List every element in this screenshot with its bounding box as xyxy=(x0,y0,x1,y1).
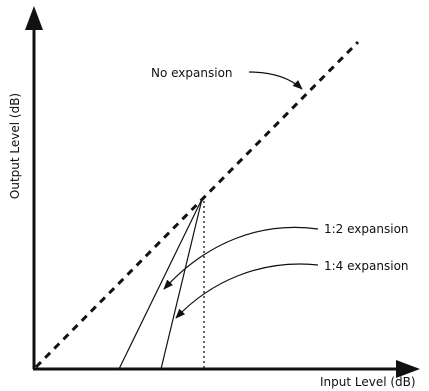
x-axis-label: Input Level (dB) xyxy=(320,375,416,389)
expansion-1-4-label: 1:4 expansion xyxy=(324,259,409,273)
y-axis-arrowhead xyxy=(25,6,43,30)
expansion-1-4-leader xyxy=(175,263,319,319)
expansion-1-4-line xyxy=(160,198,203,370)
no-expansion-line xyxy=(34,40,360,369)
y-axis-label: Output Level (dB) xyxy=(8,93,22,199)
expansion-1-2-label: 1:2 expansion xyxy=(324,222,409,236)
expansion-1-2-leader xyxy=(163,226,319,290)
expansion-1-2-line xyxy=(118,198,203,370)
x-axis-arrowhead xyxy=(396,360,420,378)
no-expansion-label: No expansion xyxy=(151,66,233,80)
no-expansion-leader xyxy=(248,71,303,90)
